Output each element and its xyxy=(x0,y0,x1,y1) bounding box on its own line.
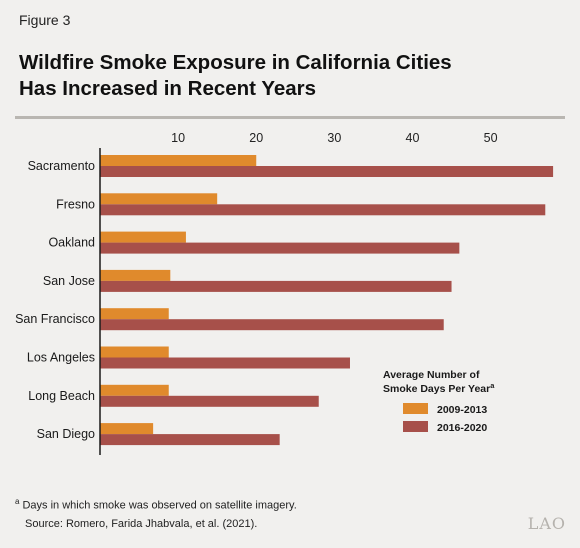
x-tick-label-10: 10 xyxy=(171,131,185,145)
legend-swatch-2009-2013 xyxy=(403,403,428,414)
bar-san-jose-2009-2013 xyxy=(100,269,171,281)
title-line-2: Has Increased in Recent Years xyxy=(19,77,317,100)
legend-title-superscript: a xyxy=(490,381,495,390)
footnote-marker: a xyxy=(15,497,20,506)
chart-title: Wildfire Smoke Exposure in California Ci… xyxy=(19,50,559,102)
bar-san-diego-2016-2020 xyxy=(100,434,280,446)
x-tick-label-20: 20 xyxy=(249,131,263,145)
legend-label-2009-2013: 2009-2013 xyxy=(437,404,487,416)
bar-oakland-2016-2020 xyxy=(100,242,460,254)
lao-logo: LAO xyxy=(527,514,566,533)
category-label-fresno: Fresno xyxy=(56,197,95,211)
source-note: Source: Romero, Farida Jhabvala, et al. … xyxy=(25,518,258,530)
legend-title-line-2: Smoke Days Per Yeara xyxy=(383,381,495,396)
x-tick-label-30: 30 xyxy=(327,131,341,145)
category-label-san-jose: San Jose xyxy=(43,274,95,288)
category-label-long-beach: Long Beach xyxy=(28,389,95,403)
category-label-sacramento: Sacramento xyxy=(28,159,95,173)
bar-los-angeles-2016-2020 xyxy=(100,357,350,369)
bar-long-beach-2009-2013 xyxy=(100,384,169,396)
bar-fresno-2009-2013 xyxy=(100,193,218,205)
bar-sacramento-2016-2020 xyxy=(100,166,554,177)
category-label-oakland: Oakland xyxy=(48,236,95,250)
bar-san-diego-2009-2013 xyxy=(100,423,154,435)
category-label-san-diego: San Diego xyxy=(37,427,95,441)
bar-los-angeles-2009-2013 xyxy=(100,346,169,358)
legend-title-line-1: Average Number of xyxy=(383,369,480,381)
category-label-san-francisco: San Francisco xyxy=(15,312,95,326)
footnote: a Days in which smoke was observed on sat… xyxy=(15,497,297,512)
bar-san-francisco-2016-2020 xyxy=(100,319,444,331)
x-tick-label-50: 50 xyxy=(484,131,498,145)
category-label-los-angeles: Los Angeles xyxy=(27,351,95,365)
bar-fresno-2016-2020 xyxy=(100,204,546,216)
bar-oakland-2009-2013 xyxy=(100,231,186,243)
title-divider xyxy=(15,116,565,119)
legend-label-2016-2020: 2016-2020 xyxy=(437,422,487,434)
bar-san-francisco-2009-2013 xyxy=(100,308,169,320)
bar-sacramento-2009-2013 xyxy=(100,155,257,166)
bar-long-beach-2016-2020 xyxy=(100,395,319,407)
legend-swatch-2016-2020 xyxy=(403,421,428,432)
bar-san-jose-2016-2020 xyxy=(100,280,452,292)
figure-label: Figure 3 xyxy=(19,12,71,28)
x-tick-label-40: 40 xyxy=(406,131,420,145)
footnote-text: Days in which smoke was observed on sate… xyxy=(22,499,297,512)
title-line-1: Wildfire Smoke Exposure in California Ci… xyxy=(19,51,452,74)
